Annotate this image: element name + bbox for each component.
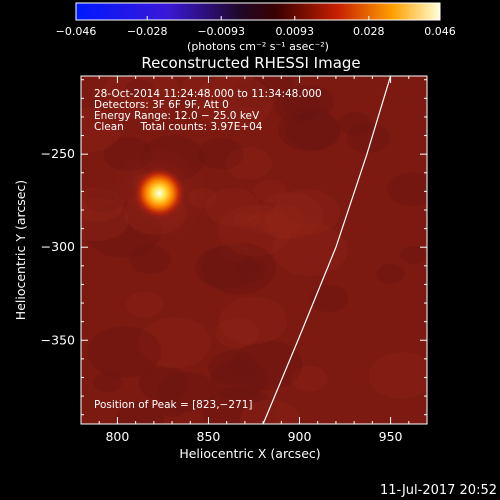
texture-blob <box>273 189 340 236</box>
y-tick-label: −350 <box>41 332 75 347</box>
texture-blob <box>161 400 186 418</box>
image-background <box>81 76 427 424</box>
texture-blob <box>272 223 348 276</box>
y-tick-label: −250 <box>41 146 75 161</box>
colorbar-unit-label: (photons cm⁻² s⁻¹ asec⁻²) <box>187 40 329 53</box>
colorbar-tick-label: −0.046 <box>56 25 97 38</box>
texture-blob <box>346 122 390 154</box>
texture-blob <box>253 179 287 203</box>
chart-title: Reconstructed RHESSI Image <box>141 54 360 72</box>
texture-blob <box>251 76 294 100</box>
x-tick-label: 950 <box>379 429 403 444</box>
texture-blob <box>248 211 280 234</box>
texture-blob <box>115 401 165 424</box>
texture-blob <box>282 84 335 121</box>
footer-date: 11-Jul-2017 20:52 <box>380 483 497 498</box>
texture-blob <box>205 188 261 227</box>
texture-blob <box>138 317 211 369</box>
texture-blob <box>368 352 427 399</box>
y-tick-label: −300 <box>41 239 75 254</box>
texture-blob <box>157 371 216 413</box>
texture-blob <box>264 204 305 233</box>
texture-blob <box>278 107 340 152</box>
plot-frame <box>80 75 428 425</box>
x-tick-label: 800 <box>105 429 129 444</box>
annotation-total-counts: Clean Total counts: 3.97E+04 <box>94 121 263 133</box>
texture-blob <box>93 372 123 393</box>
image-area <box>81 76 427 424</box>
colorbar-tick-label: 0.028 <box>353 25 385 38</box>
texture-blob <box>218 204 292 257</box>
texture-blob <box>126 291 164 318</box>
texture-blob <box>269 219 299 240</box>
texture-blob <box>235 260 266 282</box>
texture-blob <box>309 284 349 313</box>
texture-blob <box>387 172 427 207</box>
axis-ticks: 800 850 900 950 −250 −300 −350 <box>41 76 428 444</box>
solar-limb-curve <box>262 76 392 424</box>
texture-blob <box>375 263 405 284</box>
texture-blob <box>181 76 210 96</box>
texture-blob <box>125 79 154 100</box>
texture-blob <box>239 399 300 424</box>
image-texture <box>81 76 427 424</box>
texture-blob <box>225 146 272 180</box>
texture-blob <box>232 80 272 108</box>
texture-blob <box>195 245 257 290</box>
colorbar-tick-label: −0.0093 <box>197 25 245 38</box>
texture-blob <box>219 296 288 345</box>
x-tick-label: 900 <box>288 429 312 444</box>
texture-blob <box>400 245 426 265</box>
colorbar-tick-label: −0.028 <box>127 25 168 38</box>
texture-blob <box>273 89 321 123</box>
texture-blob <box>138 366 189 402</box>
annotation-energy-range: Energy Range: 12.0 − 25.0 keV <box>94 110 260 122</box>
colorbar-tick-label: 0.0093 <box>276 25 315 38</box>
texture-blob <box>220 242 249 263</box>
annotation-time-range: 28-Oct-2014 11:24:48.000 to 11:34:48.000 <box>94 88 322 100</box>
colorbar-tick-label: 0.046 <box>424 25 456 38</box>
y-axis-label: Heliocentric Y (arcsec) <box>13 180 28 320</box>
texture-blob <box>87 326 162 379</box>
peak-position-label: Position of Peak = [823,−271] <box>94 399 253 411</box>
x-axis-label: Heliocentric X (arcsec) <box>179 446 320 461</box>
texture-blob <box>285 111 342 151</box>
annotation-detectors: Detectors: 3F 6F 9F, Att 0 <box>94 99 229 111</box>
texture-blob <box>81 107 122 152</box>
colorbar-ticks: −0.046 −0.028 −0.0093 0.0093 0.028 0.046 <box>56 16 456 38</box>
texture-blob <box>202 386 277 424</box>
colorbar <box>75 2 441 21</box>
texture-blob <box>337 111 372 136</box>
texture-blob <box>208 350 258 386</box>
texture-blob <box>129 245 172 275</box>
texture-blob <box>215 318 259 349</box>
texture-blob <box>194 76 273 130</box>
texture-blob <box>103 76 181 121</box>
texture-blob <box>231 340 303 391</box>
texture-blob <box>234 211 259 229</box>
flare-source <box>133 167 186 220</box>
texture-blob <box>256 192 323 240</box>
texture-blob <box>210 359 268 400</box>
texture-blob <box>198 137 245 170</box>
texture-blob <box>201 242 277 295</box>
x-tick-label: 850 <box>197 429 221 444</box>
texture-blob <box>291 365 328 392</box>
